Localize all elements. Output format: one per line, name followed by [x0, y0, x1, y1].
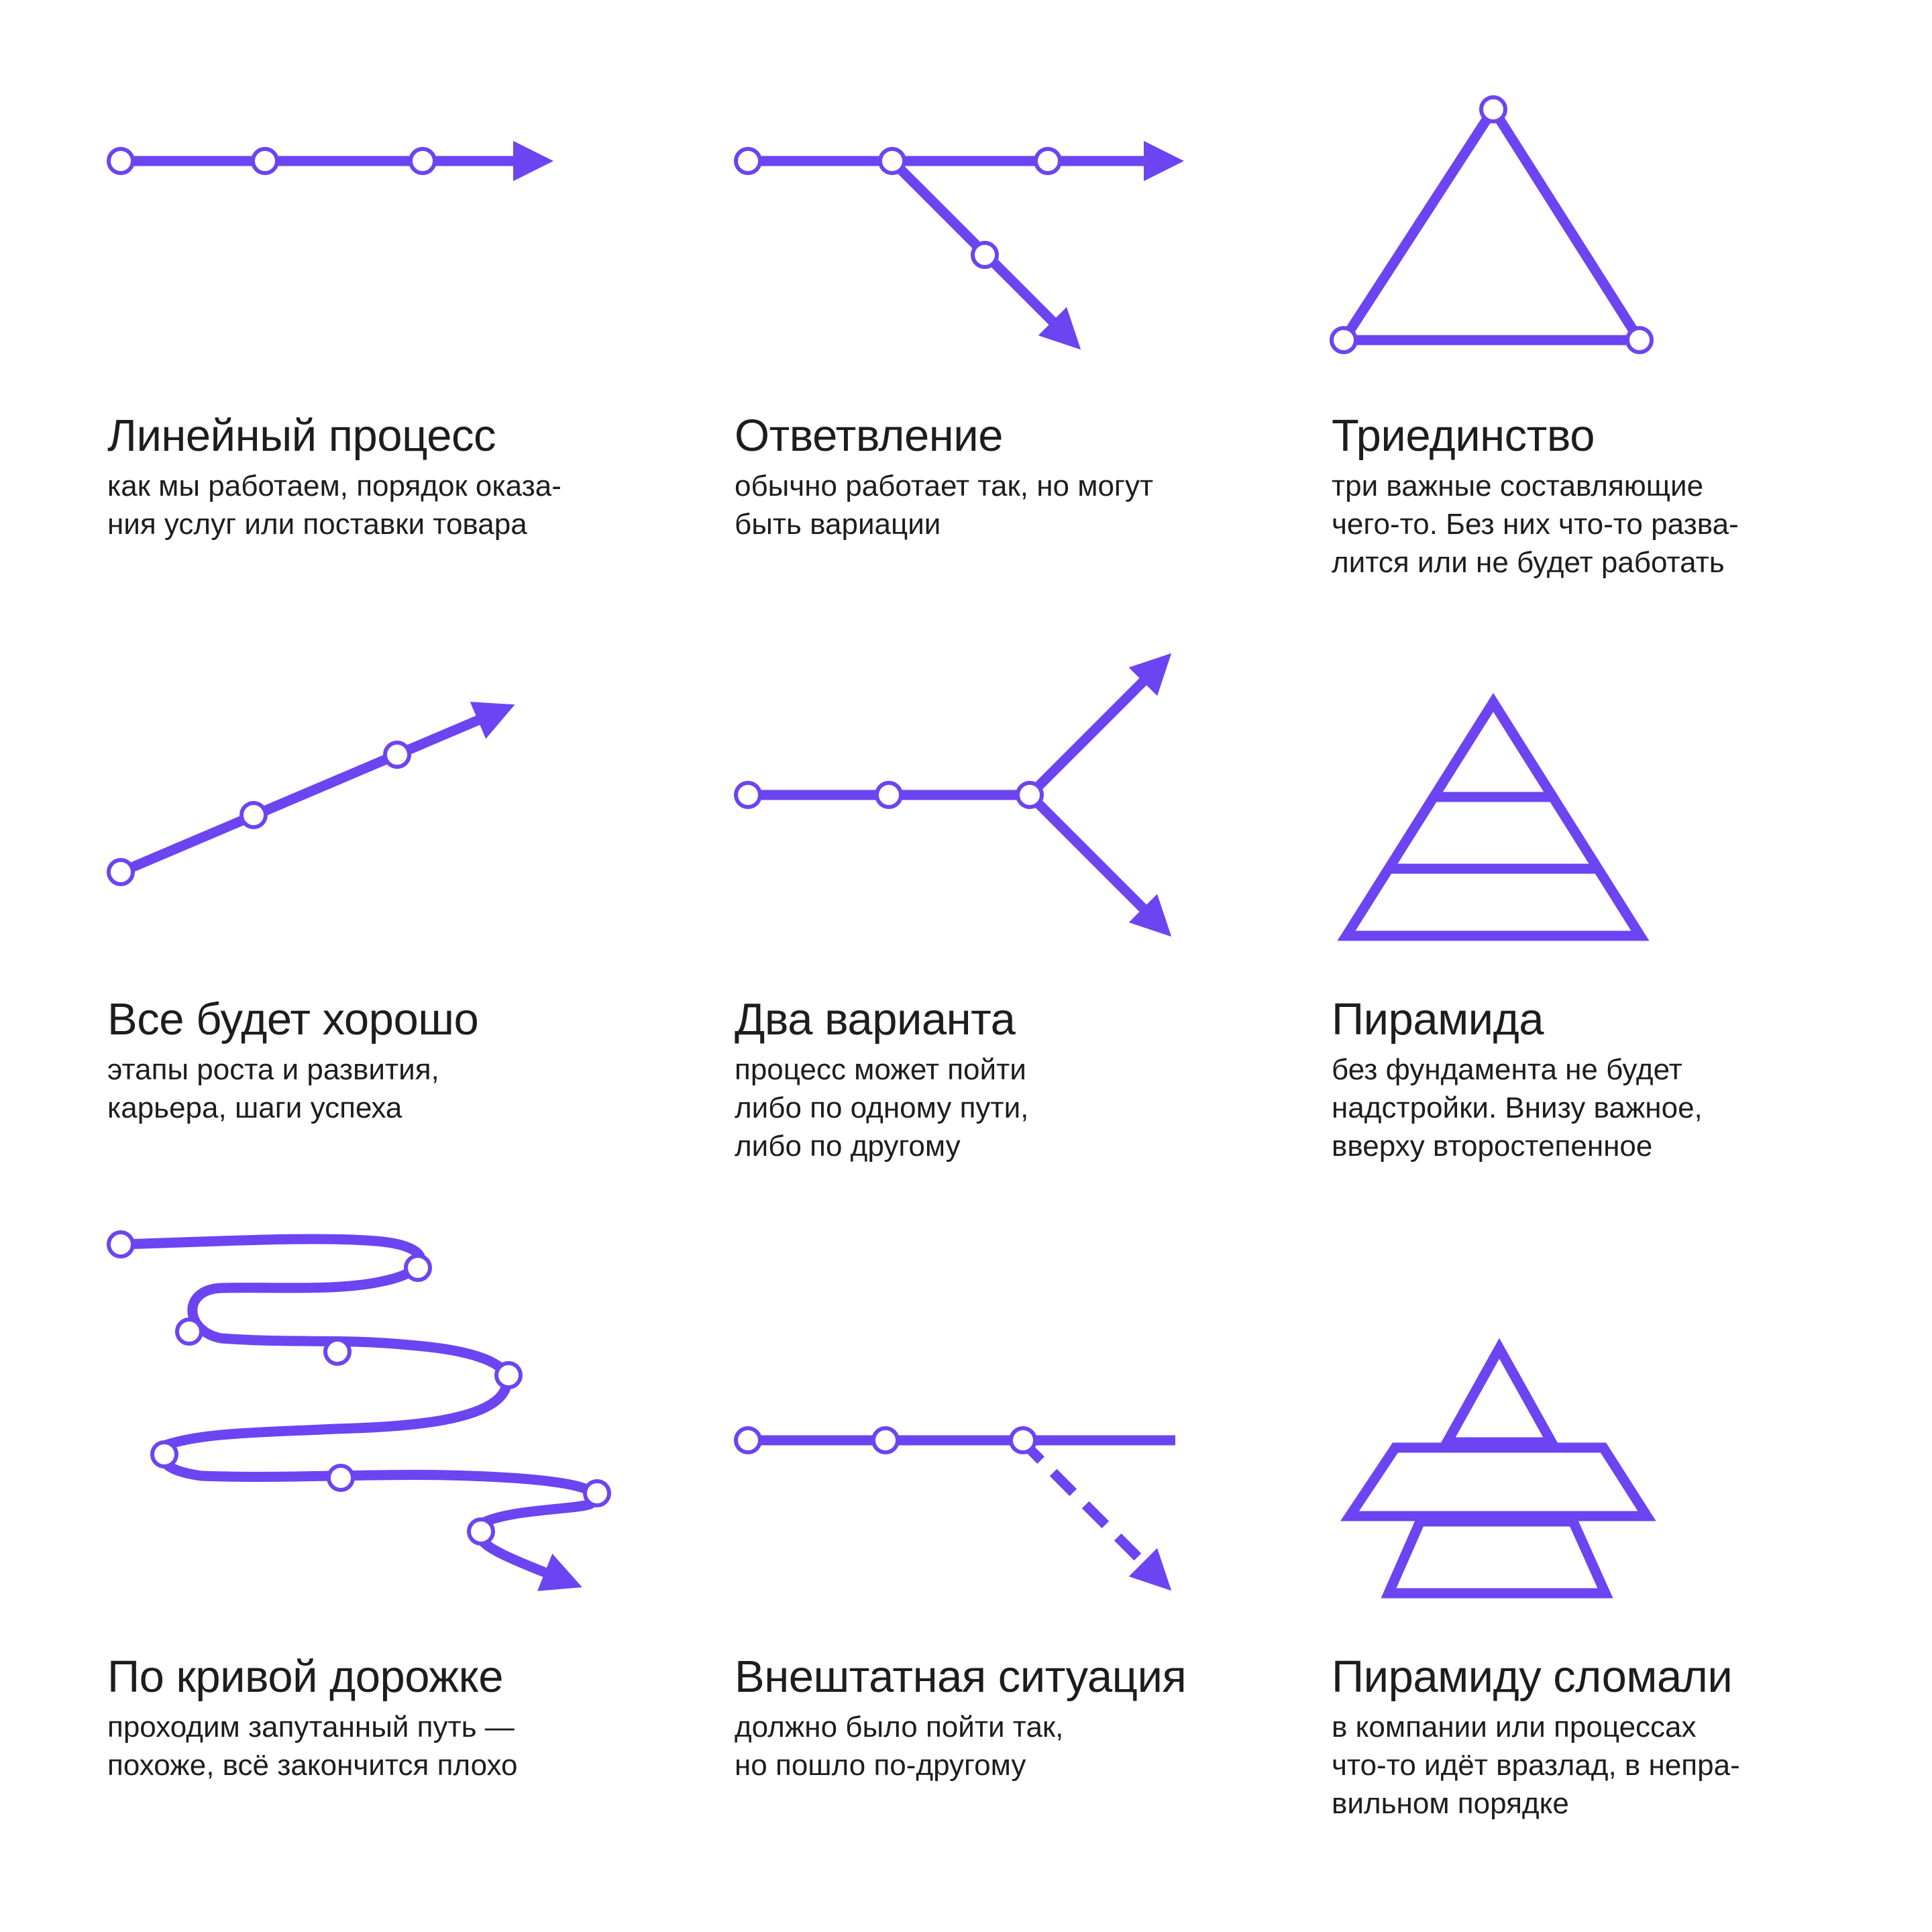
card-description: обычно работает так, но могут быть вариа…: [735, 470, 1154, 541]
card-emergency: Внештатная ситуация должно было пойти та…: [735, 1650, 1298, 1784]
card-description: процесс может пойти либо по одному пути,…: [735, 1053, 1029, 1163]
broken-pyramid-diagram: [1340, 1338, 1656, 1599]
card-description: три важные составляющие чего-то. Без них…: [1332, 470, 1739, 579]
card-two-options: Два варианта процесс может пойти либо по…: [735, 993, 1298, 1165]
card-title: Пирамиду сломали: [1332, 1652, 1733, 1702]
trinity-diagram: [1330, 95, 1654, 354]
card-title: Внештатная ситуация: [735, 1652, 1187, 1702]
card-description: как мы работаем, порядок оказа- ния услу…: [107, 470, 561, 541]
card-branch: Ответвление обычно работает так, но могу…: [735, 409, 1298, 543]
emergency-diagram: [734, 1426, 1175, 1591]
card-trinity: Триединство три важные составляющие чего…: [1332, 409, 1895, 582]
card-description: проходим запутанный путь — похоже, всё з…: [107, 1711, 518, 1782]
pyramid-diagram: [1337, 692, 1650, 941]
two-options-diagram: [734, 653, 1172, 937]
card-title: Ответвление: [735, 411, 1003, 461]
card-winding: По кривой дорожке проходим запутанный пу…: [107, 1650, 671, 1784]
card-title: Пирамида: [1332, 994, 1544, 1044]
card-pyramid: Пирамида без фундамента не будет надстро…: [1332, 993, 1895, 1165]
linear-process-diagram: [107, 141, 553, 181]
card-description: в компании или процессах что-то идёт вра…: [1332, 1711, 1740, 1820]
card-title: Два варианта: [735, 994, 1016, 1044]
branch-diagram: [734, 141, 1184, 350]
card-description: этапы роста и развития, карьера, шаги ус…: [107, 1053, 439, 1124]
card-title: Линейный процесс: [107, 411, 496, 461]
card-description: без фундамента не будет надстройки. Вниз…: [1332, 1053, 1703, 1163]
card-title: Все будет хорошо: [107, 994, 479, 1044]
card-linear: Линейный процесс как мы работаем, порядо…: [107, 409, 671, 543]
card-title: По кривой дорожке: [107, 1652, 503, 1702]
card-title: Триединство: [1332, 411, 1595, 461]
winding-road-diagram: [107, 1230, 611, 1591]
growth-diagram: [107, 702, 515, 886]
card-growth: Все будет хорошо этапы роста и развития,…: [107, 993, 671, 1127]
card-broken-pyramid: Пирамиду сломали в компании или процесса…: [1332, 1650, 1895, 1823]
card-description: должно было пойти так, но пошло по-друго…: [735, 1711, 1064, 1782]
